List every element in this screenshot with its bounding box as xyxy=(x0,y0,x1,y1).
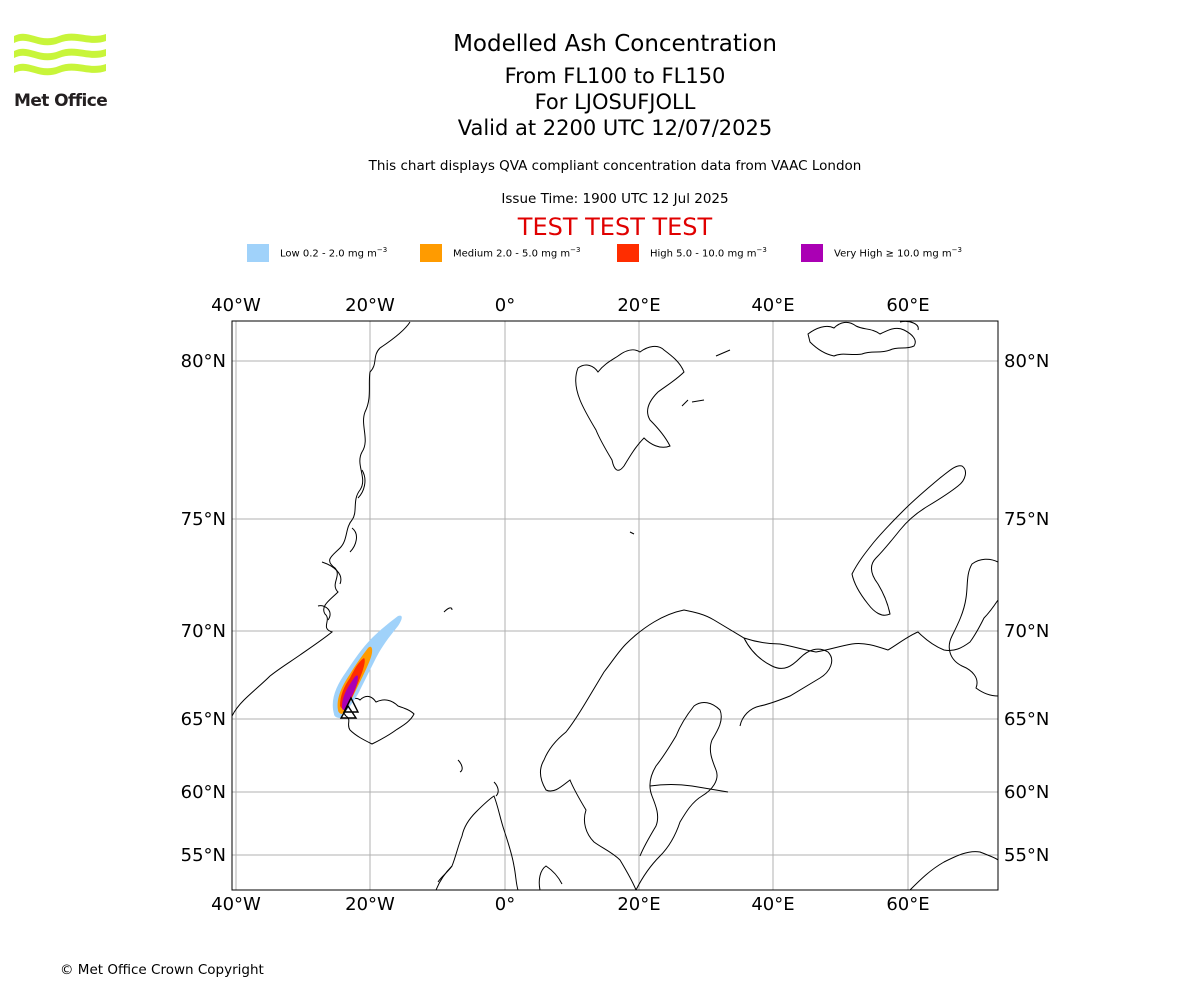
ash-plume xyxy=(332,615,402,718)
russia-arctic-coast xyxy=(948,558,999,697)
issue-time: Issue Time: 1900 UTC 12 Jul 2025 xyxy=(501,191,729,207)
lat-tick-label-left: 65°N xyxy=(181,709,226,730)
iceland-coast xyxy=(343,695,415,745)
lat-tick-label-right: 75°N xyxy=(1004,509,1049,530)
legend-unit-exp-medium: −3 xyxy=(570,246,581,254)
coastlines xyxy=(231,321,999,891)
legend-label-high: High 5.0 - 10.0 mg m xyxy=(650,248,757,260)
map-frame xyxy=(231,320,999,891)
lat-tick-label-right: 60°N xyxy=(1004,782,1049,803)
axis-tick-labels: 40°W 40°W 20°W 20°W 0° 0° 20°E 20°E 40°E 40°E 60°E… xyxy=(181,295,1050,915)
svalbard-coast xyxy=(575,345,685,471)
legend-swatch-medium xyxy=(420,244,442,262)
franz-josef-land xyxy=(807,321,919,357)
denmark-coast xyxy=(538,865,563,891)
lon-tick-label-bottom: 40°E xyxy=(751,894,794,915)
svalbard-islands xyxy=(629,349,731,535)
gulf-of-finland xyxy=(649,784,729,793)
ash-very-high xyxy=(342,675,358,710)
lon-tick-label-bottom: 20°W xyxy=(345,894,395,915)
flight-level-range: From FL100 to FL150 xyxy=(504,64,726,88)
lat-tick-label-right: 65°N xyxy=(1004,709,1049,730)
chart-title: Modelled Ash Concentration xyxy=(453,31,777,57)
legend-label-low: Low 0.2 - 2.0 mg m xyxy=(280,248,377,260)
lon-tick-label-top: 40°E xyxy=(751,295,794,316)
met-office-waves-icon xyxy=(14,33,106,76)
volcano-triangle-icon xyxy=(339,696,360,719)
lat-tick-label-right: 70°N xyxy=(1004,621,1049,642)
copyright: © Met Office Crown Copyright xyxy=(60,962,264,978)
met-office-logo-text: Met Office xyxy=(14,91,108,111)
kola-white-sea xyxy=(739,637,833,727)
baltic-coast xyxy=(635,702,722,891)
greenland-fjords xyxy=(317,469,366,621)
test-banner: TEST TEST TEST xyxy=(517,213,713,241)
legend-unit-exp-low: −3 xyxy=(376,246,388,254)
lat-tick-label-left: 80°N xyxy=(181,351,226,372)
chart-description: This chart displays QVA compliant concen… xyxy=(368,158,862,174)
lon-tick-label-top: 40°W xyxy=(211,295,261,316)
concentration-legend: Low 0.2 - 2.0 mg m−3 Medium 2.0 - 5.0 mg… xyxy=(247,243,1007,263)
lat-tick-label-right: 80°N xyxy=(1004,351,1049,372)
lat-tick-label-left: 70°N xyxy=(181,621,226,642)
legend-unit-exp-high: −3 xyxy=(756,246,767,254)
lon-tick-label-top: 60°E xyxy=(886,295,929,316)
legend-label-very-high: Very High ≥ 10.0 mg m xyxy=(834,248,952,260)
lat-tick-label-left: 55°N xyxy=(181,845,226,866)
graticule xyxy=(232,321,998,890)
lon-tick-label-bottom: 60°E xyxy=(886,894,929,915)
valid-time: Valid at 2200 UTC 12/07/2025 xyxy=(457,116,773,140)
ireland-coast xyxy=(437,865,453,883)
urals-south xyxy=(909,851,999,891)
lon-tick-label-bottom: 20°E xyxy=(617,894,660,915)
lat-tick-label-right: 55°N xyxy=(1004,845,1049,866)
legend-unit-exp-very-high: −3 xyxy=(951,246,962,254)
legend-swatch-low xyxy=(247,244,269,262)
legend-label-medium: Medium 2.0 - 5.0 mg m xyxy=(453,248,571,260)
volcano-name: For LJOSUFJOLL xyxy=(534,90,696,114)
novaya-zemlya xyxy=(851,465,966,616)
lon-tick-label-bottom: 0° xyxy=(495,894,515,915)
greenland-coast xyxy=(231,321,411,717)
lon-tick-label-top: 0° xyxy=(495,295,515,316)
britain-coast xyxy=(435,795,519,891)
lat-tick-label-left: 60°N xyxy=(181,782,226,803)
legend-swatch-very-high xyxy=(801,244,823,262)
legend-swatch-high xyxy=(617,244,639,262)
faroe-shetland xyxy=(457,759,499,797)
met-office-logo xyxy=(14,30,108,112)
jan-mayen xyxy=(443,607,453,613)
lon-tick-label-bottom: 40°W xyxy=(211,894,261,915)
scandinavia-coast xyxy=(539,599,999,891)
lon-tick-label-top: 20°W xyxy=(345,295,395,316)
lat-tick-label-left: 75°N xyxy=(181,509,226,530)
lon-tick-label-top: 20°E xyxy=(617,295,660,316)
